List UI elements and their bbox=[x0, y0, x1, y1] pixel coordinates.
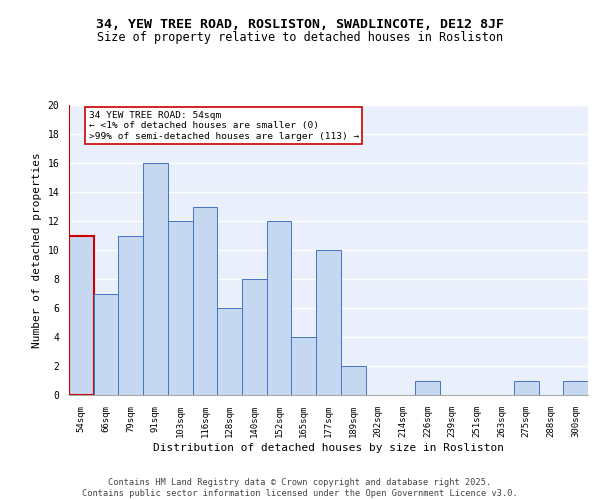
Bar bbox=[94, 294, 118, 395]
Text: Contains HM Land Registry data © Crown copyright and database right 2025.
Contai: Contains HM Land Registry data © Crown c… bbox=[82, 478, 518, 498]
Bar bbox=[267, 221, 292, 395]
Bar bbox=[242, 279, 267, 395]
Text: 34 YEW TREE ROAD: 54sqm
← <1% of detached houses are smaller (0)
>99% of semi-de: 34 YEW TREE ROAD: 54sqm ← <1% of detache… bbox=[89, 111, 359, 140]
Bar bbox=[217, 308, 242, 395]
Bar bbox=[341, 366, 365, 395]
Bar bbox=[563, 380, 588, 395]
Bar bbox=[69, 236, 94, 395]
Y-axis label: Number of detached properties: Number of detached properties bbox=[32, 152, 42, 348]
Bar bbox=[316, 250, 341, 395]
Text: Size of property relative to detached houses in Rosliston: Size of property relative to detached ho… bbox=[97, 31, 503, 44]
Bar bbox=[292, 337, 316, 395]
Bar bbox=[415, 380, 440, 395]
Bar bbox=[193, 206, 217, 395]
Bar bbox=[143, 163, 168, 395]
X-axis label: Distribution of detached houses by size in Rosliston: Distribution of detached houses by size … bbox=[153, 442, 504, 452]
Bar bbox=[118, 236, 143, 395]
Bar bbox=[514, 380, 539, 395]
Text: 34, YEW TREE ROAD, ROSLISTON, SWADLINCOTE, DE12 8JF: 34, YEW TREE ROAD, ROSLISTON, SWADLINCOT… bbox=[96, 18, 504, 30]
Bar bbox=[168, 221, 193, 395]
